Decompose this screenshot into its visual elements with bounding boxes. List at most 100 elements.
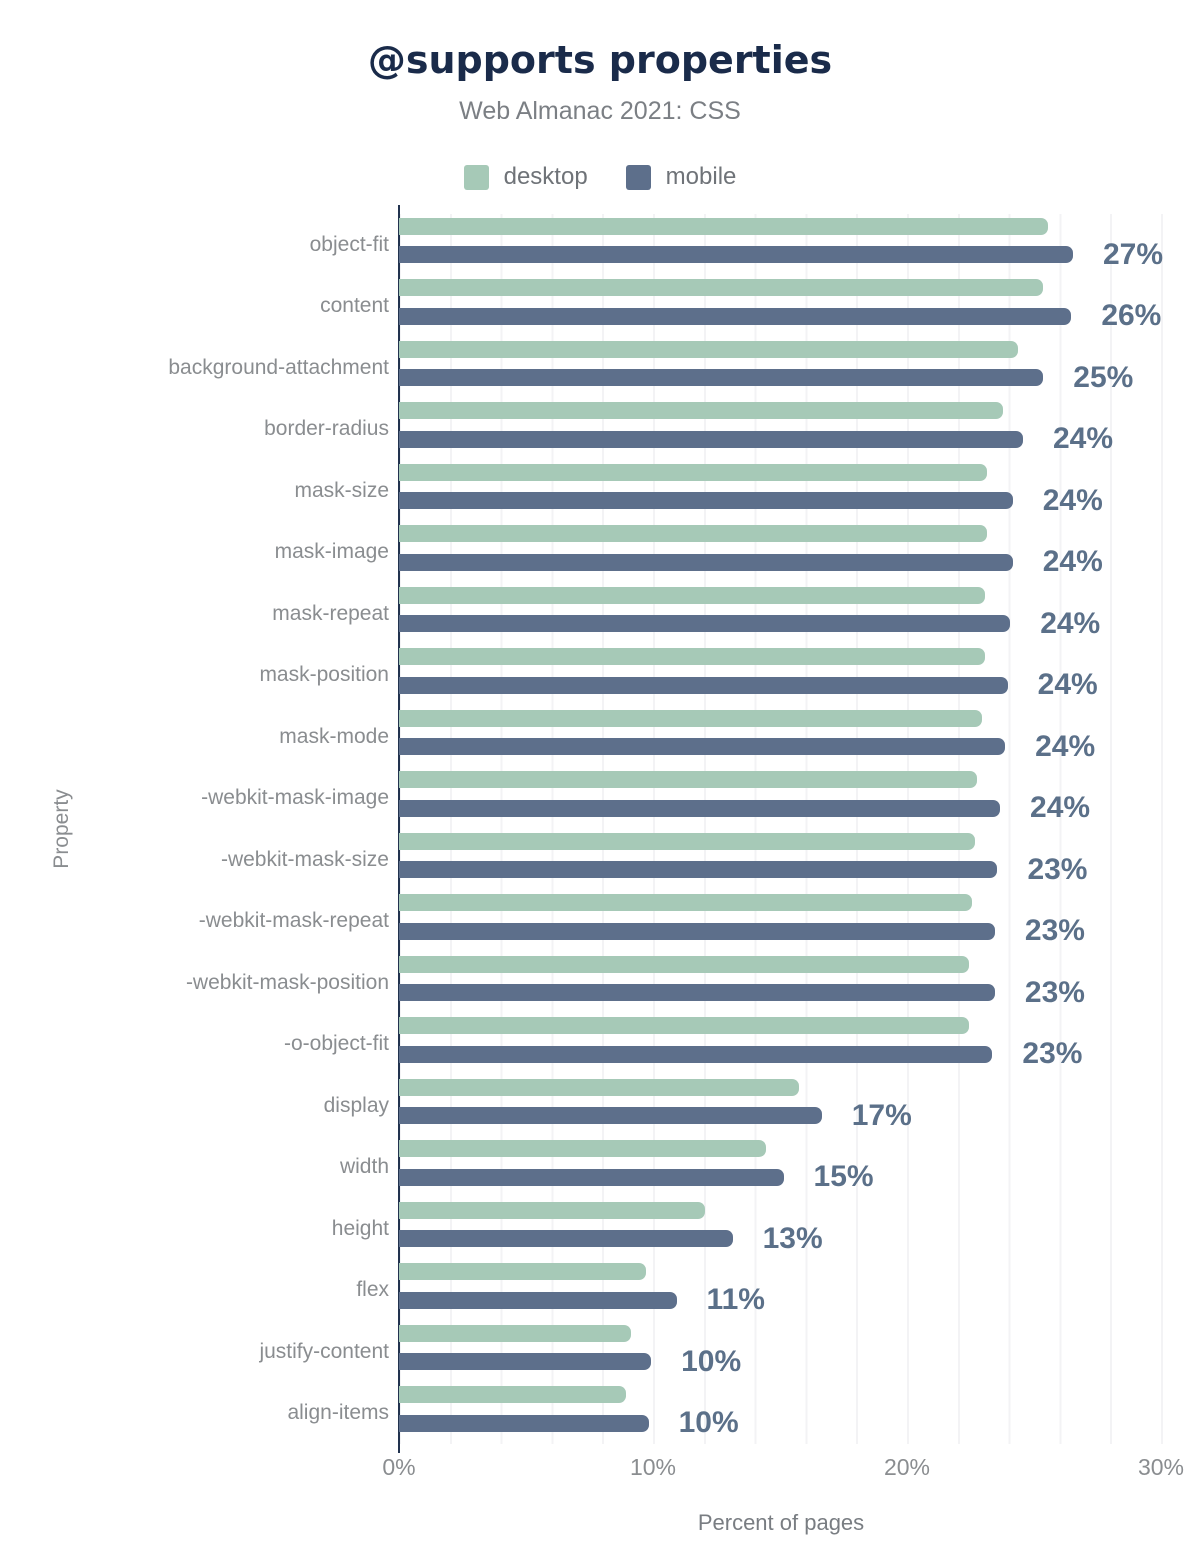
bar-mobile-line: 25% xyxy=(399,361,1163,395)
bar-mobile xyxy=(399,369,1044,387)
bar-mobile-line: 17% xyxy=(399,1099,1163,1133)
bar-group: 24% xyxy=(399,460,1163,522)
category-label: -webkit-mask-position xyxy=(185,970,389,994)
chart-row: mask-size 24% xyxy=(0,460,1200,522)
bar-mobile xyxy=(399,1107,822,1125)
bar-desktop xyxy=(399,463,988,481)
bar-mobile xyxy=(399,553,1013,571)
value-label: 24% xyxy=(1035,729,1096,763)
legend-swatch-mobile-icon xyxy=(625,164,651,190)
category-label: justify-content xyxy=(259,1339,389,1363)
bar-desktop xyxy=(399,1386,626,1404)
category-label: mask-repeat xyxy=(272,601,389,625)
value-label: 10% xyxy=(678,1406,739,1440)
category-label: mask-mode xyxy=(279,724,389,748)
bar-desktop xyxy=(399,1140,766,1158)
value-label: 11% xyxy=(706,1283,765,1317)
category-label: display xyxy=(323,1093,389,1117)
bar-mobile-line: 24% xyxy=(399,422,1163,456)
bar-group: 26% xyxy=(399,276,1163,338)
chart-row: background-attachment 25% xyxy=(0,337,1200,399)
category-label: height xyxy=(331,1216,389,1240)
category-label: background-attachment xyxy=(168,355,389,379)
value-label: 24% xyxy=(1030,791,1091,825)
category-label: content xyxy=(320,294,389,318)
bar-mobile-line: 15% xyxy=(399,1160,1163,1194)
value-label: 27% xyxy=(1102,237,1163,271)
bar-rows: object-fit 27% content 26% background-attach… xyxy=(0,214,1200,1444)
value-label: 25% xyxy=(1073,360,1134,394)
bar-desktop xyxy=(399,955,970,973)
chart-row: mask-mode 24% xyxy=(0,706,1200,768)
bar-mobile-line: 26% xyxy=(399,299,1163,333)
legend-item-desktop: desktop xyxy=(463,163,588,191)
x-tick-label: 30% xyxy=(1137,1454,1185,1480)
bar-mobile xyxy=(399,922,995,940)
legend-label-desktop: desktop xyxy=(503,163,588,190)
bar-mobile xyxy=(399,1230,733,1248)
bar-group: 24% xyxy=(399,522,1163,584)
x-tick-label: 10% xyxy=(629,1454,677,1480)
bar-desktop xyxy=(399,832,975,850)
bar-mobile-line: 24% xyxy=(399,484,1163,518)
legend: desktop mobile xyxy=(0,162,1200,192)
chart-title: @supports properties xyxy=(367,38,833,82)
bar-mobile-line: 23% xyxy=(399,976,1163,1010)
chart-row: -webkit-mask-position 23% xyxy=(0,952,1200,1014)
bar-mobile xyxy=(399,799,1001,817)
bar-desktop xyxy=(399,525,988,543)
bar-mobile xyxy=(399,492,1013,510)
x-tick-label: 20% xyxy=(883,1454,931,1480)
bar-group: 13% xyxy=(399,1198,1163,1260)
x-axis-title: Percent of pages xyxy=(697,1510,865,1535)
bar-desktop xyxy=(399,709,983,727)
category-label: -webkit-mask-repeat xyxy=(198,909,389,933)
chart-row: height 13% xyxy=(0,1198,1200,1260)
category-label: -webkit-mask-image xyxy=(201,786,389,810)
chart-row: -webkit-mask-image 24% xyxy=(0,768,1200,830)
category-label: mask-image xyxy=(274,540,389,564)
bar-mobile-line: 13% xyxy=(399,1222,1163,1256)
chart-row: content 26% xyxy=(0,276,1200,338)
chart-row: mask-position 24% xyxy=(0,645,1200,707)
bar-desktop xyxy=(399,217,1049,235)
value-label: 24% xyxy=(1052,422,1113,456)
value-label: 23% xyxy=(1022,1037,1083,1071)
bar-mobile-line: 11% xyxy=(399,1283,1163,1317)
bar-mobile xyxy=(399,1168,784,1186)
chart-row: object-fit 27% xyxy=(0,214,1200,276)
value-label: 13% xyxy=(762,1221,823,1255)
bar-mobile xyxy=(399,430,1023,448)
legend-swatch-desktop-icon xyxy=(463,164,489,190)
category-label: border-radius xyxy=(264,417,389,441)
value-label: 23% xyxy=(1024,975,1085,1009)
bar-mobile-line: 24% xyxy=(399,791,1163,825)
bar-group: 17% xyxy=(399,1075,1163,1137)
value-label: 24% xyxy=(1040,606,1101,640)
bar-desktop xyxy=(399,1324,631,1342)
bar-mobile-line: 24% xyxy=(399,545,1163,579)
chart-subtitle: Web Almanac 2021: CSS xyxy=(459,97,741,125)
bar-mobile-line: 23% xyxy=(399,1037,1163,1071)
bar-group: 24% xyxy=(399,583,1163,645)
bar-mobile xyxy=(399,1291,677,1309)
chart-row: display 17% xyxy=(0,1075,1200,1137)
bar-group: 11% xyxy=(399,1260,1163,1322)
bar-mobile xyxy=(399,307,1072,325)
bar-mobile-line: 24% xyxy=(399,668,1163,702)
bar-mobile xyxy=(399,1414,649,1432)
x-tick-label: 0% xyxy=(382,1454,416,1480)
chart-row: -webkit-mask-size 23% xyxy=(0,829,1200,891)
category-label: -webkit-mask-size xyxy=(220,847,389,871)
bar-group: 24% xyxy=(399,706,1163,768)
chart-row: mask-image 24% xyxy=(0,522,1200,584)
y-axis-line xyxy=(398,205,400,1453)
bar-mobile xyxy=(399,246,1073,264)
bar-desktop xyxy=(399,1078,799,1096)
legend-label-mobile: mobile xyxy=(665,163,737,190)
bar-mobile xyxy=(399,738,1006,756)
plot-area: Property object-fit 27% content 26% backgrou… xyxy=(0,205,1200,1536)
bar-group: 23% xyxy=(399,952,1163,1014)
bar-group: 10% xyxy=(399,1321,1163,1383)
